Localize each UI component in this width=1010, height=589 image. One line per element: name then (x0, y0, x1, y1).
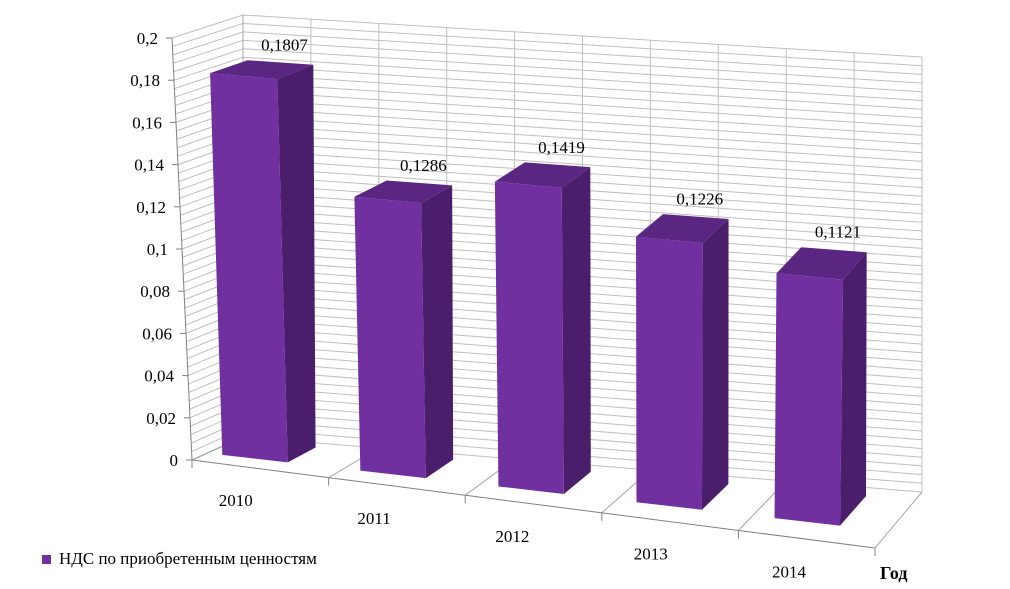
data-label: 0,1419 (538, 138, 585, 157)
legend-swatch (42, 554, 51, 564)
y-tick-label: 0,06 (142, 324, 172, 343)
y-tick-label: 0,1 (147, 240, 168, 259)
x-tick-label: 2013 (634, 545, 668, 564)
x-tick-label: 2014 (772, 562, 807, 581)
y-tick-label: 0,18 (130, 71, 160, 90)
bar (636, 236, 703, 510)
x-axis-title: Год (880, 563, 908, 583)
y-tick-label: 0,04 (144, 367, 174, 386)
x-tick-label: 2012 (495, 527, 529, 546)
bar (210, 73, 288, 463)
bar-side (421, 185, 454, 479)
y-tick-label: 0,02 (146, 409, 176, 428)
y-tick-label: 0,12 (136, 198, 166, 217)
side-wall-gridline (172, 31, 244, 56)
floor-gridline (874, 491, 923, 549)
y-tick-label: 0 (170, 451, 179, 470)
bar-top (494, 162, 591, 188)
bar-top (776, 247, 867, 280)
x-axis (191, 459, 876, 549)
bar-side (277, 64, 316, 463)
side-wall-gridline (173, 56, 244, 81)
side-wall-gridline (173, 48, 244, 73)
side-wall-gridline (172, 22, 244, 47)
bar (774, 273, 844, 526)
data-label: 0,1807 (261, 35, 308, 54)
bar-top (210, 60, 314, 80)
side-wall-gridline (173, 39, 244, 64)
side-wall-gridline (171, 14, 244, 39)
y-tick-label: 0,2 (137, 29, 158, 48)
legend: НДС по приобретенным ценностям (42, 549, 317, 569)
bar-side (701, 219, 729, 510)
data-label: 0,1121 (815, 223, 861, 242)
data-label: 0,1286 (400, 156, 447, 175)
data-label: 0,1226 (676, 190, 723, 209)
y-tick-label: 0,16 (132, 113, 162, 132)
bar-side (840, 252, 867, 526)
y-tick-label: 0,14 (134, 156, 164, 175)
bar-top (354, 180, 453, 204)
x-tick-label: 2010 (219, 491, 253, 510)
legend-label: НДС по приобретенным ценностям (59, 549, 317, 568)
y-tick-label: 0,08 (140, 282, 170, 301)
bar (494, 181, 564, 494)
bar (354, 196, 426, 479)
bar-top (636, 214, 729, 244)
bar-side (561, 167, 591, 494)
x-tick-label: 2011 (357, 509, 390, 528)
